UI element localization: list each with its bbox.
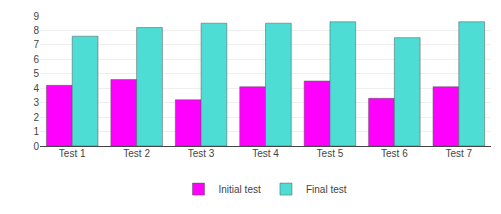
svg-text:1: 1 xyxy=(33,126,39,137)
svg-text:Initial test: Initial test xyxy=(219,184,261,195)
svg-text:Test 1: Test 1 xyxy=(59,148,86,159)
svg-text:Test 2: Test 2 xyxy=(123,148,150,159)
svg-text:Test 6: Test 6 xyxy=(381,148,408,159)
svg-text:Test 3: Test 3 xyxy=(188,148,215,159)
svg-text:9: 9 xyxy=(33,11,39,22)
svg-text:Test 4: Test 4 xyxy=(252,148,279,159)
svg-text:7: 7 xyxy=(33,39,39,50)
svg-text:4: 4 xyxy=(33,83,39,94)
svg-text:3: 3 xyxy=(33,97,39,108)
svg-text:Test 7: Test 7 xyxy=(445,148,472,159)
svg-text:Test 5: Test 5 xyxy=(317,148,344,159)
svg-text:6: 6 xyxy=(33,54,39,65)
svg-text:Final test: Final test xyxy=(306,184,347,195)
svg-text:2: 2 xyxy=(33,112,39,123)
svg-text:5: 5 xyxy=(33,68,39,79)
svg-text:0: 0 xyxy=(33,141,39,152)
svg-text:8: 8 xyxy=(33,25,39,36)
